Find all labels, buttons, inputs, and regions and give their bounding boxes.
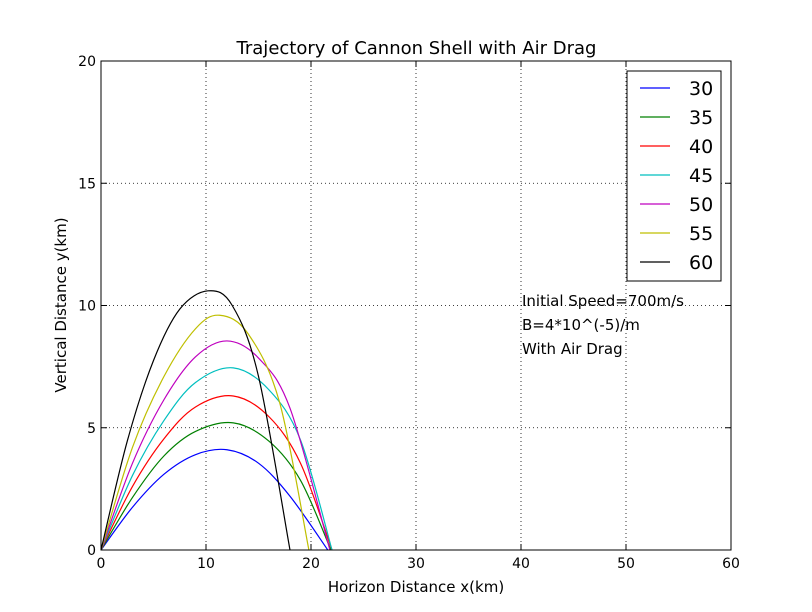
plot-lines [100, 290, 333, 551]
legend-label-30: 30 [689, 78, 713, 100]
legend-label-50: 50 [689, 194, 713, 216]
x-tick-label: 10 [197, 556, 215, 572]
annotation-text: Initial Speed=700m/s [522, 292, 684, 310]
series-line-55 [100, 314, 310, 551]
series-line-50 [100, 340, 331, 551]
y-tick-label: 10 [78, 299, 96, 315]
y-tick-label: 15 [78, 176, 96, 192]
chart-annotations: Initial Speed=700m/s B=4*10^(-5)/m With Ai… [522, 292, 684, 358]
y-axis-label: Vertical Distance y(km) [52, 217, 70, 392]
legend-box [626, 70, 722, 282]
legend-label-55: 55 [689, 223, 713, 245]
legend-label-45: 45 [689, 165, 713, 187]
axis-ticks: 0 10 20 30 40 50 60 0 5 10 15 20 [78, 54, 740, 572]
legend-label-60: 60 [689, 252, 713, 274]
series-line-30 [100, 448, 329, 551]
chart-title: Trajectory of Cannon Shell with Air Drag [236, 38, 597, 59]
x-tick-label: 20 [302, 556, 320, 572]
x-tick-label: 60 [722, 556, 740, 572]
series-line-60 [100, 290, 291, 551]
x-tick-label: 50 [617, 556, 635, 572]
legend: 30 35 40 45 50 55 60 [626, 70, 722, 282]
y-tick-label: 5 [87, 421, 96, 437]
y-tick-label: 0 [87, 543, 96, 559]
x-tick-label: 40 [512, 556, 530, 572]
x-tick-label: 0 [97, 556, 106, 572]
annotation-text: With Air Drag [522, 340, 623, 358]
grid [101, 61, 731, 550]
annotation-text: B=4*10^(-5)/m [522, 316, 640, 334]
x-axis-label: Horizon Distance x(km) [328, 578, 504, 596]
y-tick-label: 20 [78, 54, 96, 70]
series-line-35 [100, 421, 332, 551]
legend-label-40: 40 [689, 136, 713, 158]
legend-label-35: 35 [689, 107, 713, 129]
x-tick-label: 30 [407, 556, 425, 572]
series-line-40 [100, 395, 333, 551]
